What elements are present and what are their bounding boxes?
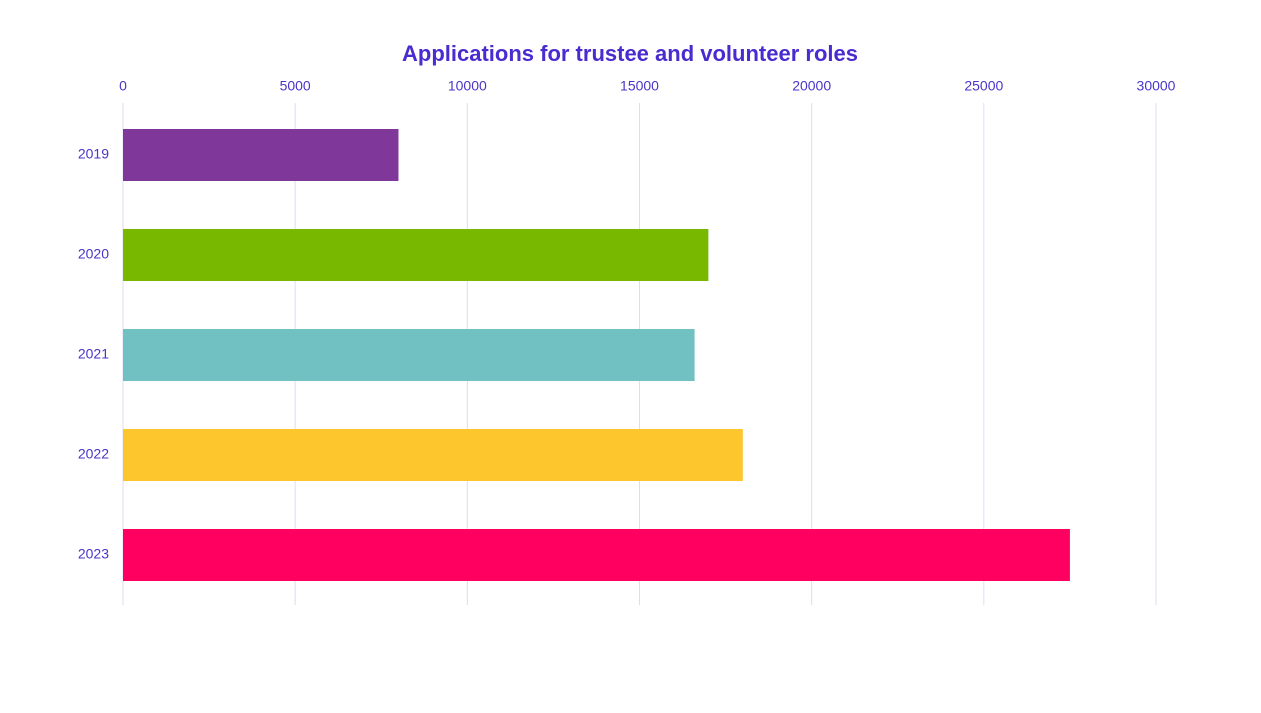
x-tick-label: 30000 <box>1137 78 1176 94</box>
y-tick-label: 2020 <box>78 246 109 262</box>
y-tick-label: 2023 <box>78 546 109 562</box>
y-tick-label: 2021 <box>78 346 109 362</box>
chart-title: Applications for trustee and volunteer r… <box>402 41 858 66</box>
x-tick-label: 10000 <box>448 78 487 94</box>
bar <box>123 429 743 481</box>
bar <box>123 529 1070 581</box>
bar <box>123 229 709 281</box>
bar <box>123 329 695 381</box>
x-tick-label: 0 <box>119 78 127 94</box>
x-tick-label: 20000 <box>792 78 831 94</box>
x-tick-label: 5000 <box>280 78 311 94</box>
y-tick-label: 2022 <box>78 446 109 462</box>
x-tick-label: 15000 <box>620 78 659 94</box>
bar <box>123 129 399 181</box>
y-tick-label: 2019 <box>78 146 109 162</box>
x-tick-label: 25000 <box>964 78 1003 94</box>
